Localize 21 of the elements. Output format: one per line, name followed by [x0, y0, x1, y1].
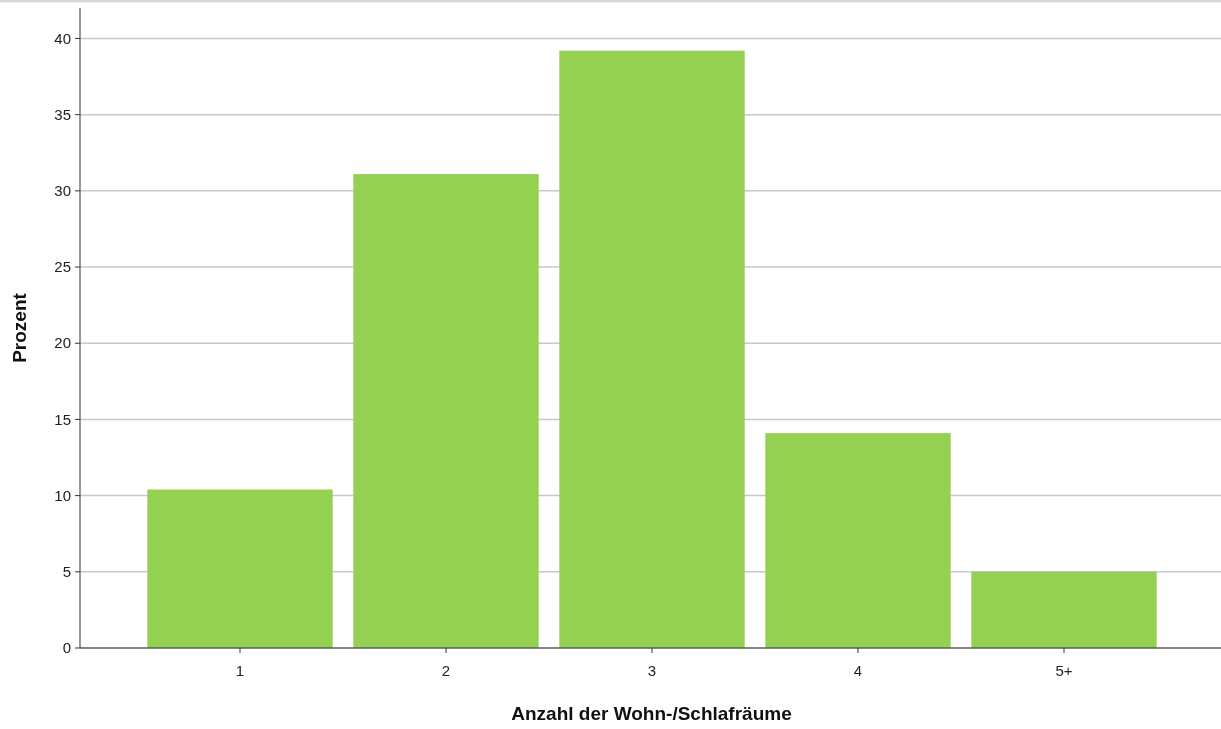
y-tick-label: 20 — [54, 334, 71, 352]
y-tick-label: 25 — [54, 258, 71, 276]
x-axis-title: Anzahl der Wohn-/Schlafräume — [511, 703, 792, 724]
x-tick-label: 1 — [235, 662, 245, 679]
y-tick-label: 40 — [54, 29, 71, 47]
y-tick-label: 0 — [62, 639, 71, 657]
x-tick-label: 2 — [441, 662, 451, 679]
x-tick-label: 3 — [647, 662, 657, 679]
y-axis-title: Prozent — [9, 292, 30, 363]
y-tick-label: 5 — [62, 563, 71, 581]
y-tick-label: 10 — [54, 486, 71, 504]
bar — [147, 489, 333, 648]
y-tick-label: 35 — [54, 105, 71, 123]
bar — [765, 433, 951, 648]
bar — [559, 50, 745, 648]
x-tick-label: 5+ — [1055, 662, 1073, 679]
y-tick-label: 15 — [54, 410, 71, 428]
y-tick-label: 30 — [54, 182, 71, 200]
x-tick-label: 4 — [853, 662, 863, 679]
bar — [971, 571, 1157, 648]
bar — [353, 174, 539, 648]
